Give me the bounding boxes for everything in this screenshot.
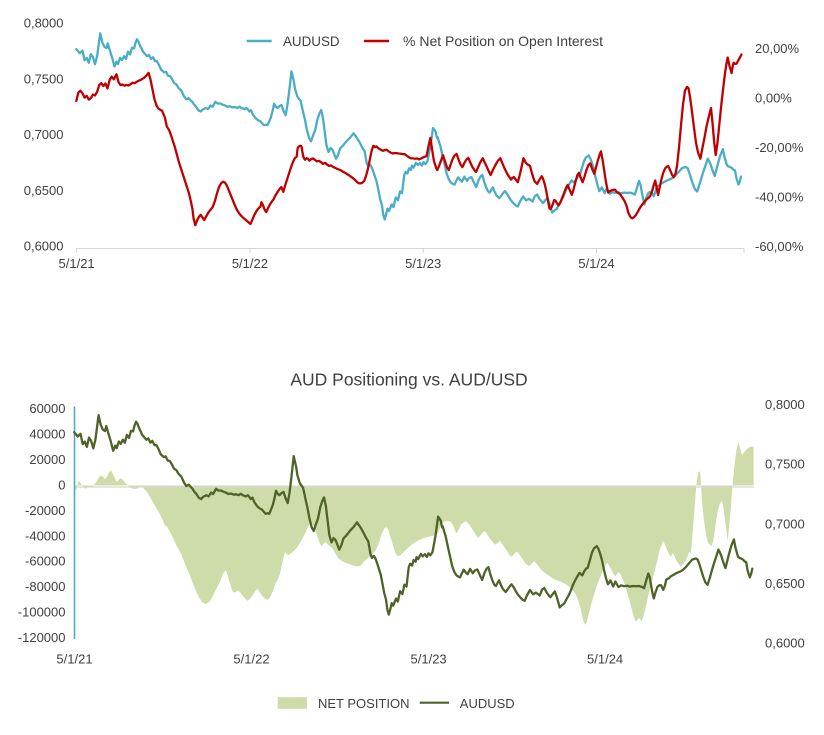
- svg-text:0,6500: 0,6500: [24, 183, 64, 198]
- svg-text:20000: 20000: [29, 452, 65, 467]
- svg-text:5/1/23: 5/1/23: [405, 256, 441, 271]
- svg-text:0,6000: 0,6000: [765, 636, 805, 651]
- svg-text:NET POSITION: NET POSITION: [318, 696, 410, 711]
- svg-text:-80000: -80000: [25, 579, 65, 594]
- svg-text:-60000: -60000: [25, 554, 65, 569]
- svg-text:0,6000: 0,6000: [24, 239, 64, 254]
- svg-text:-40000: -40000: [25, 528, 65, 543]
- svg-text:5/1/21: 5/1/21: [56, 652, 92, 667]
- svg-text:0,7000: 0,7000: [24, 127, 64, 142]
- svg-text:-40,00%: -40,00%: [755, 189, 804, 204]
- svg-text:% Net Position on Open Interes: % Net Position on Open Interest: [403, 33, 603, 49]
- svg-text:AUDUSD: AUDUSD: [283, 34, 340, 49]
- svg-text:-60,00%: -60,00%: [755, 239, 804, 254]
- svg-text:AUD Positioning vs. AUD/USD: AUD Positioning vs. AUD/USD: [290, 370, 527, 390]
- svg-text:0: 0: [58, 477, 65, 492]
- svg-text:20,00%: 20,00%: [755, 41, 800, 56]
- svg-text:0,8000: 0,8000: [24, 16, 64, 31]
- svg-text:0,7500: 0,7500: [765, 457, 805, 472]
- svg-text:5/1/21: 5/1/21: [59, 256, 95, 271]
- svg-text:AUDUSD: AUDUSD: [460, 696, 515, 711]
- svg-text:0,6500: 0,6500: [765, 576, 805, 591]
- svg-text:5/1/22: 5/1/22: [233, 652, 269, 667]
- svg-text:5/1/22: 5/1/22: [232, 256, 268, 271]
- svg-text:-100000: -100000: [18, 605, 66, 620]
- svg-text:0,7500: 0,7500: [24, 71, 64, 86]
- svg-text:5/1/24: 5/1/24: [587, 652, 623, 667]
- svg-text:-20,00%: -20,00%: [755, 140, 804, 155]
- svg-text:-20000: -20000: [25, 503, 65, 518]
- svg-text:5/1/23: 5/1/23: [411, 652, 447, 667]
- svg-text:0,8000: 0,8000: [765, 397, 805, 412]
- svg-text:-120000: -120000: [18, 630, 66, 645]
- svg-text:0,00%: 0,00%: [755, 91, 792, 106]
- svg-text:40000: 40000: [29, 427, 65, 442]
- svg-text:60000: 60000: [29, 401, 65, 416]
- svg-text:0,7000: 0,7000: [765, 516, 805, 531]
- svg-text:5/1/24: 5/1/24: [578, 256, 614, 271]
